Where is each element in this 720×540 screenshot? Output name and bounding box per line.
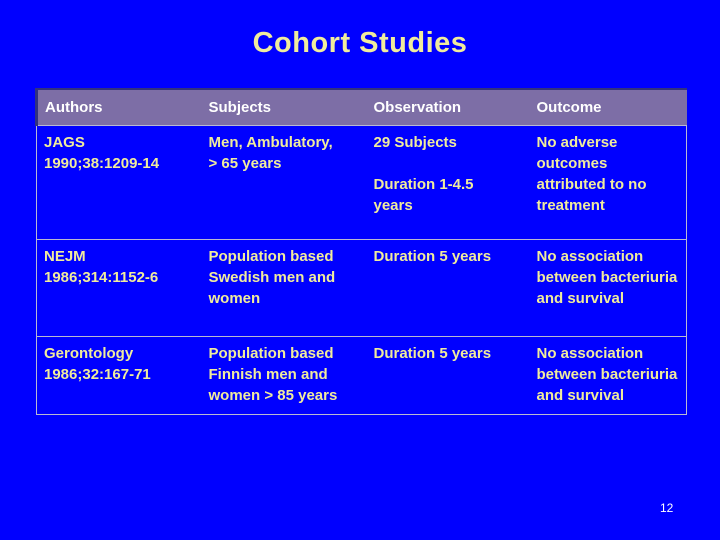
cell-subjects: Population based Finnish men and women >… (208, 345, 338, 404)
table-header-row: Authors Subjects Observation Outcome (35, 88, 687, 126)
cell-subjects: Population based Swedish men and women (208, 248, 336, 307)
cell-authors: JAGS 1990;38:1209-14 (44, 134, 160, 172)
table-row: NEJM 1986;314:1152-6 Population based Sw… (36, 240, 687, 337)
cell-authors: Gerontology 1986;32:167-71 (44, 345, 151, 383)
table-row: Gerontology 1986;32:167-71 Population ba… (36, 337, 687, 415)
cell-observation: Duration 5 years (373, 248, 492, 265)
cell-authors: NEJM 1986;314:1152-6 (44, 248, 159, 286)
column-header-observation: Observation (366, 88, 530, 126)
page-number: 12 (660, 501, 674, 515)
cell-subjects: Men, Ambulatory, > 65 years (208, 134, 333, 172)
cell-outcome: No association between bacteriuria and s… (536, 248, 678, 307)
cell-outcome: No adverse outcomes attributed to no tre… (536, 134, 647, 214)
cell-observation: 29 Subjects Duration 1-4.5 years (373, 134, 474, 214)
column-header-authors: Authors (35, 88, 202, 126)
slide-title: Cohort Studies (252, 27, 468, 59)
cohort-studies-table: Authors Subjects Observation Outcome JAG… (35, 88, 687, 415)
column-header-outcome: Outcome (529, 88, 687, 126)
column-header-subjects: Subjects (201, 88, 367, 126)
table-row: JAGS 1990;38:1209-14 Men, Ambulatory, > … (36, 126, 687, 240)
cell-observation: Duration 5 years (373, 345, 492, 362)
cell-outcome: No association between bacteriuria and s… (536, 345, 678, 404)
